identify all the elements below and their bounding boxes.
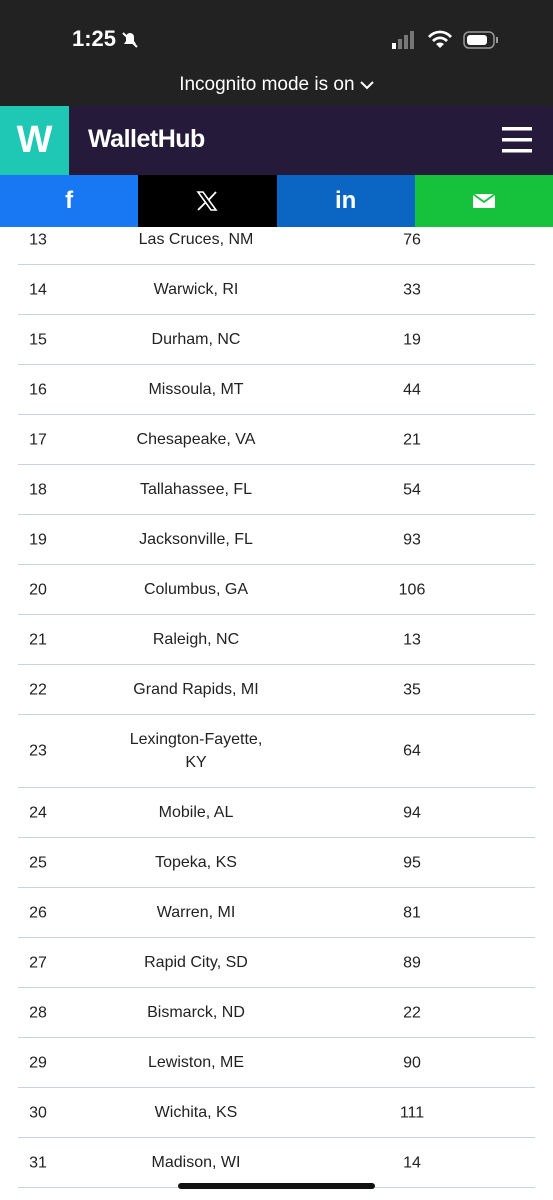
value-cell: 44 xyxy=(403,381,421,398)
value-cell: 19 xyxy=(403,331,421,348)
rank-cell: 15 xyxy=(29,331,47,348)
rank-cell: 30 xyxy=(29,1104,47,1121)
rank-cell: 24 xyxy=(29,804,47,821)
rank-cell: 25 xyxy=(29,854,47,871)
value-cell: 90 xyxy=(403,1054,421,1071)
city-cell: Warwick, RI xyxy=(153,281,239,298)
table-row: 23 Lexington-Fayette, KY 64 xyxy=(18,715,535,788)
incognito-banner[interactable]: Incognito mode is on xyxy=(0,74,553,96)
status-bar: 1:25 Incognito mode is on xyxy=(0,0,553,106)
share-bar: f in xyxy=(0,175,553,227)
table-row: 29 Lewiston, ME 90 xyxy=(18,1038,535,1088)
value-cell: 94 xyxy=(403,804,421,821)
table-row: 18 Tallahassee, FL 54 xyxy=(18,465,535,515)
value-cell: 76 xyxy=(403,231,421,248)
mute-icon xyxy=(122,32,138,48)
city-cell: Jacksonville, FL xyxy=(139,531,253,548)
site-header: W WalletHub xyxy=(0,106,553,175)
city-cell: Raleigh, NC xyxy=(152,631,240,648)
table-row: 13 Las Cruces, NM 76 xyxy=(18,215,535,265)
rank-cell: 19 xyxy=(29,531,47,548)
city-cell: Bismarck, ND xyxy=(147,1004,245,1021)
rank-cell: 31 xyxy=(29,1154,47,1171)
rank-cell: 18 xyxy=(29,481,47,498)
table-row: 21 Raleigh, NC 13 xyxy=(18,615,535,665)
value-cell: 33 xyxy=(403,281,421,298)
brand[interactable]: WalletHub xyxy=(88,125,205,153)
email-share[interactable] xyxy=(414,175,553,227)
rank-cell: 17 xyxy=(29,431,47,448)
linkedin-share[interactable]: in xyxy=(276,175,415,227)
value-cell: 106 xyxy=(398,581,426,598)
x-share[interactable] xyxy=(138,175,277,227)
value-cell: 111 xyxy=(399,1104,425,1121)
table-row: 16 Missoula, MT 44 xyxy=(18,365,535,415)
value-cell: 89 xyxy=(403,954,421,971)
time: 1:25 xyxy=(72,26,117,51)
mail-icon xyxy=(472,193,496,208)
table-row: 15 Durham, NC 19 xyxy=(18,315,535,365)
table-row: 17 Chesapeake, VA 21 xyxy=(18,415,535,465)
rank-cell: 13 xyxy=(29,231,47,248)
status-icons xyxy=(392,30,498,49)
value-cell: 95 xyxy=(403,854,421,871)
home-indicator xyxy=(178,1183,375,1189)
rank-cell: 23 xyxy=(29,742,47,760)
rank-cell: 29 xyxy=(29,1054,47,1071)
city-cell: Grand Rapids, MI xyxy=(133,681,259,698)
table-row: 30 Wichita, KS 111 xyxy=(18,1088,535,1138)
top-chrome: 1:25 Incognito mode is on W WalletHub f … xyxy=(0,0,553,227)
city-cell: Madison, WI xyxy=(151,1154,241,1171)
city-cell: Chesapeake, VA xyxy=(136,431,256,448)
value-cell: 54 xyxy=(403,481,421,498)
table-row: 25 Topeka, KS 95 xyxy=(18,838,535,888)
facebook-share[interactable]: f xyxy=(0,175,139,227)
value-cell: 64 xyxy=(403,742,421,760)
rank-cell: 22 xyxy=(29,681,47,698)
city-cell: Lewiston, ME xyxy=(147,1054,245,1071)
city-cell: Warren, MI xyxy=(156,904,236,921)
value-cell: 81 xyxy=(403,904,421,921)
city-cell: Rapid City, SD xyxy=(144,954,248,971)
rank-cell: 28 xyxy=(29,1004,47,1021)
value-cell: 21 xyxy=(403,431,421,448)
rank-cell: 14 xyxy=(29,281,47,298)
menu-button[interactable] xyxy=(502,127,532,153)
table-row: 24 Mobile, AL 94 xyxy=(18,788,535,838)
city-cell: Columbus, GA xyxy=(143,581,249,598)
rank-cell: 16 xyxy=(29,381,47,398)
table-row: 19 Jacksonville, FL 93 xyxy=(18,515,535,565)
city-cell: Wichita, KS xyxy=(154,1104,238,1121)
value-cell: 93 xyxy=(403,531,421,548)
city-cell: Lexington-Fayette, KY xyxy=(129,731,263,771)
table-row: 14 Warwick, RI 33 xyxy=(18,265,535,315)
city-cell: Las Cruces, NM xyxy=(138,231,254,248)
table-row: 31 Madison, WI 14 xyxy=(18,1138,535,1188)
rank-cell: 27 xyxy=(29,954,47,971)
table-row: 26 Warren, MI 81 xyxy=(18,888,535,938)
value-cell: 14 xyxy=(403,1154,421,1171)
table: 13 Las Cruces, NM 76 14 Warwick, RI 33 15 Durha… xyxy=(18,215,535,1188)
chevron xyxy=(360,81,374,90)
city-cell: Tallahassee, FL xyxy=(139,481,253,498)
value-cell: 22 xyxy=(403,1004,421,1021)
city-cell: Durham, NC xyxy=(151,331,241,348)
city-cell: Missoula, MT xyxy=(148,381,244,398)
city-cell: Topeka, KS xyxy=(155,854,237,871)
table-row: 20 Columbus, GA 106 xyxy=(18,565,535,615)
table-row: 22 Grand Rapids, MI 35 xyxy=(18,665,535,715)
table-row: 27 Rapid City, SD 89 xyxy=(18,938,535,988)
rank-cell: 26 xyxy=(29,904,47,921)
logo[interactable]: W xyxy=(0,106,69,175)
rank-cell: 20 xyxy=(29,581,47,598)
value-cell: 35 xyxy=(403,681,421,698)
table-row: 28 Bismarck, ND 22 xyxy=(18,988,535,1038)
value-cell: 13 xyxy=(403,631,421,648)
city-cell: Mobile, AL xyxy=(158,804,234,821)
rank-cell: 21 xyxy=(29,631,47,648)
incognito-text: Incognito mode is on xyxy=(179,74,355,95)
x-icon xyxy=(196,191,218,211)
